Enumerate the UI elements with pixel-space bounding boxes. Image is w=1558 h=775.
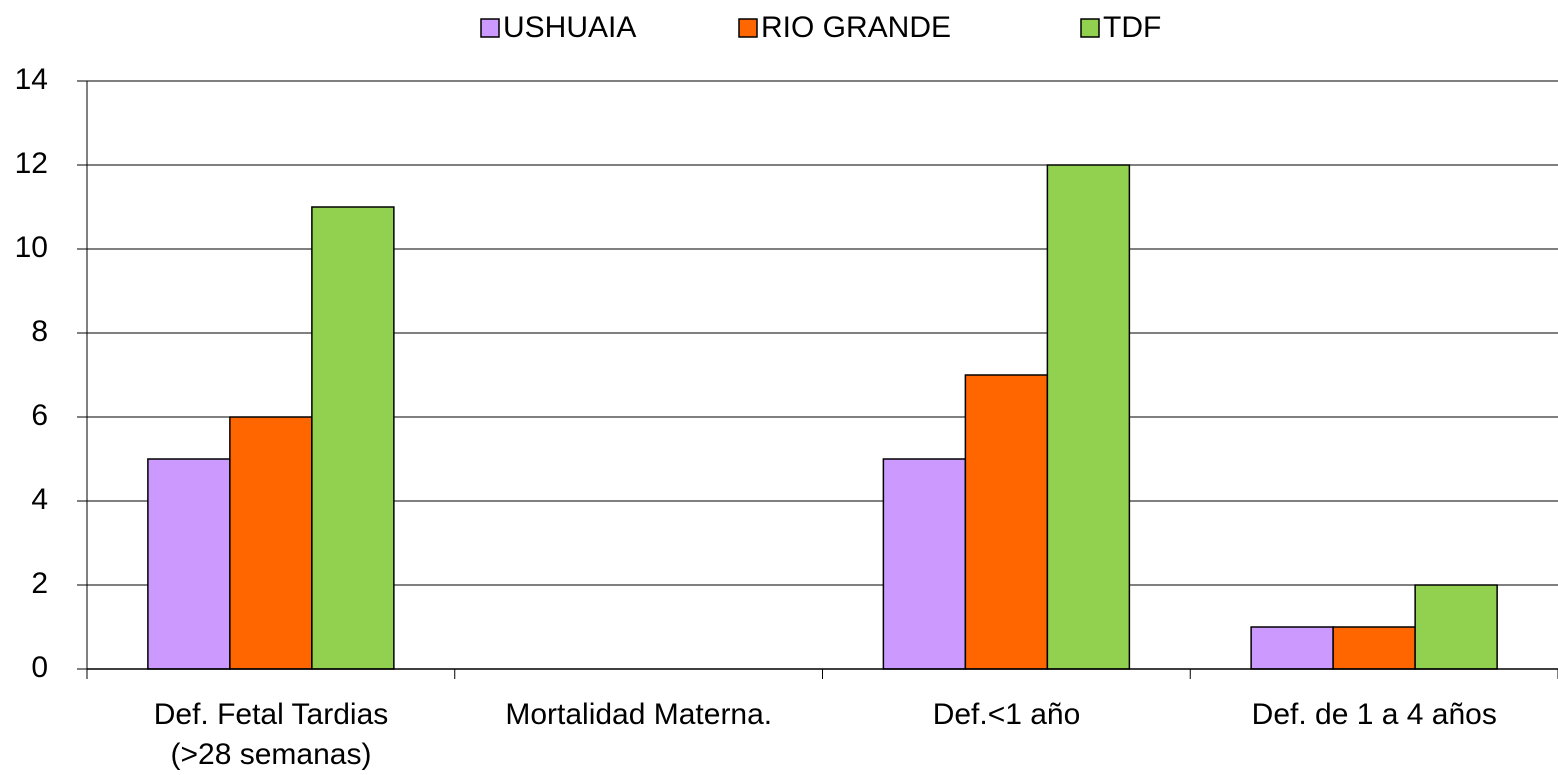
legend-label: TDF [1103,11,1161,44]
y-tick-label: 2 [31,567,48,600]
bar [1332,626,1416,670]
legend-label: RIO GRANDE [761,11,951,44]
bar [229,416,313,670]
x-tick-label: Def.<1 año [932,698,1081,731]
y-tick-label: 8 [31,315,48,348]
y-tick-label: 12 [15,147,48,180]
legend-label: USHUAIA [503,11,636,44]
x-tick-label: Mortalidad Materna. [505,698,773,731]
bar [1046,164,1131,670]
y-tick-label: 0 [31,651,48,684]
x-tick-label: Def. Fetal Tardias (>28 semanas) [153,698,389,771]
y-tick-label: 4 [31,483,48,516]
bar [1414,584,1498,670]
y-tick-label: 10 [15,231,48,264]
legend-swatch [480,18,500,38]
legend-swatch [1080,18,1100,38]
bar [964,374,1049,670]
bar [1250,626,1334,670]
bar [311,206,395,670]
y-tick-label: 6 [31,399,48,432]
legend-swatch [738,18,758,38]
bar [882,458,967,670]
bar [147,458,231,670]
y-tick-label: 14 [15,63,48,96]
x-tick-label: Def. de 1 a 4 años [1251,698,1497,731]
